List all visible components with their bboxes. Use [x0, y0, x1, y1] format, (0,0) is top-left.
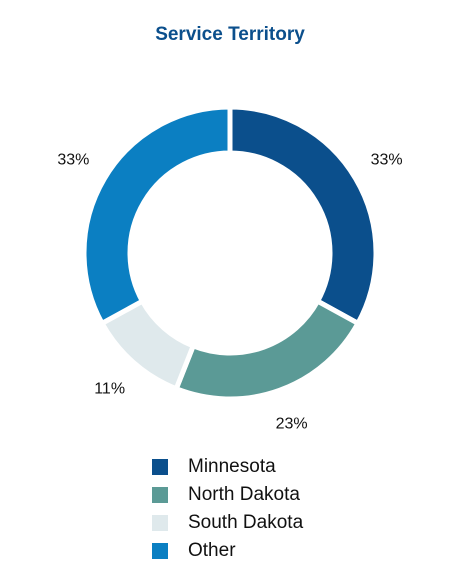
legend-item-minnesota: Minnesota [152, 453, 412, 481]
legend-swatch [152, 543, 168, 559]
legend-label: Minnesota [188, 456, 276, 477]
legend-swatch [152, 515, 168, 531]
data-label-south-dakota: 11% [94, 381, 125, 398]
data-label-north-dakota: 23% [276, 415, 308, 432]
legend-item-south-dakota: South Dakota [152, 509, 412, 537]
legend-swatch [152, 487, 168, 503]
legend-label: Other [188, 540, 236, 561]
chart-title: Service Territory [155, 24, 305, 45]
legend-item-other: Other [152, 537, 412, 565]
legend-label: South Dakota [188, 512, 304, 533]
data-label-minnesota: 33% [371, 152, 403, 169]
slice-other [81, 104, 233, 327]
legend-item-north-dakota: North Dakota [152, 481, 412, 509]
donut-slices [81, 104, 379, 402]
legend: Minnesota North Dakota South Dakota Othe… [152, 453, 412, 565]
legend-swatch [152, 459, 168, 475]
donut-chart: 33% 23% 11% 33% [57, 104, 403, 433]
data-labels: 33% 23% 11% 33% [57, 152, 402, 433]
data-label-other: 33% [57, 152, 89, 169]
slice-north-dakota [173, 297, 362, 402]
legend-label: North Dakota [188, 484, 300, 505]
slice-minnesota [227, 104, 379, 327]
